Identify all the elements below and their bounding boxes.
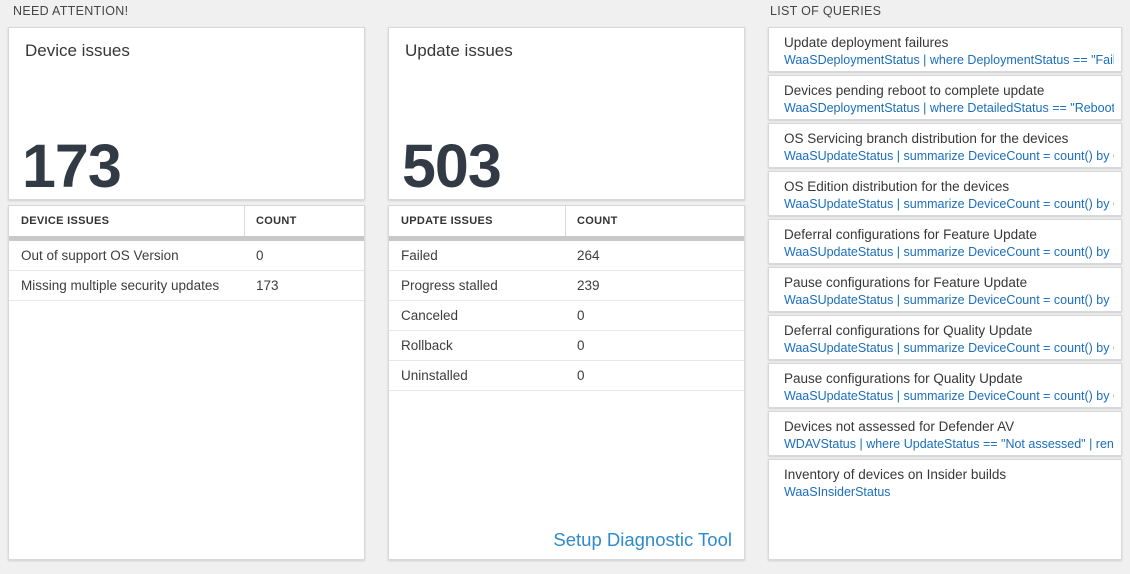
- query-text: WaaSUpdateStatus | summarize DeviceCount…: [784, 197, 1114, 211]
- row-count: 0: [577, 338, 585, 353]
- table-row[interactable]: Uninstalled 0: [389, 361, 744, 391]
- device-issues-tile[interactable]: Device issues 173: [8, 27, 365, 200]
- query-text: WaaSUpdateStatus | summarize DeviceCount…: [784, 245, 1114, 259]
- query-title: Devices pending reboot to complete updat…: [784, 83, 1045, 98]
- query-title: Update deployment failures: [784, 35, 949, 50]
- update-issues-count: 503: [402, 132, 502, 200]
- table-row[interactable]: Failed 264: [389, 241, 744, 271]
- row-label: Out of support OS Version: [21, 248, 179, 263]
- column-divider: [565, 206, 566, 236]
- query-title: OS Edition distribution for the devices: [784, 179, 1010, 194]
- query-title: Pause configurations for Quality Update: [784, 371, 1023, 386]
- setup-diagnostic-tool-link[interactable]: Setup Diagnostic Tool: [553, 529, 732, 550]
- query-text: WaaSUpdateStatus | summarize DeviceCount…: [784, 149, 1114, 163]
- query-item[interactable]: Devices not assessed for Defender AV WDA…: [768, 411, 1122, 456]
- table-header-bar: [389, 236, 744, 241]
- update-issues-title: Update issues: [405, 41, 513, 60]
- query-item[interactable]: Update deployment failures WaaSDeploymen…: [768, 27, 1122, 72]
- query-text: WaaSDeploymentStatus | where DeploymentS…: [784, 53, 1114, 67]
- query-title: OS Servicing branch distribution for the…: [784, 131, 1069, 146]
- update-issues-tile[interactable]: Update issues 503: [388, 27, 745, 200]
- query-item[interactable]: Pause configurations for Feature Update …: [768, 267, 1122, 312]
- device-table-header: DEVICE ISSUES COUNT: [9, 206, 364, 236]
- row-label: Canceled: [401, 308, 459, 323]
- device-issues-count: 173: [22, 132, 122, 200]
- update-table-header-count: COUNT: [577, 215, 618, 227]
- device-table-header-label: DEVICE ISSUES: [21, 215, 110, 227]
- device-table-header-count: COUNT: [256, 215, 297, 227]
- query-text: WaaSUpdateStatus | summarize DeviceCount…: [784, 341, 1114, 355]
- query-text: WaaSUpdateStatus | summarize DeviceCount…: [784, 293, 1114, 307]
- row-label: Uninstalled: [401, 368, 468, 383]
- column-divider: [244, 206, 245, 236]
- table-row[interactable]: Canceled 0: [389, 301, 744, 331]
- query-item[interactable]: OS Servicing branch distribution for the…: [768, 123, 1122, 168]
- update-table-header: UPDATE ISSUES COUNT: [389, 206, 744, 236]
- need-attention-header: NEED ATTENTION!: [13, 4, 129, 18]
- row-label: Progress stalled: [401, 278, 498, 293]
- device-issues-title: Device issues: [25, 41, 130, 60]
- row-label: Failed: [401, 248, 438, 263]
- query-title: Inventory of devices on Insider builds: [784, 467, 1007, 482]
- query-item[interactable]: Deferral configurations for Feature Upda…: [768, 219, 1122, 264]
- query-text: WaaSDeploymentStatus | where DetailedSta…: [784, 101, 1114, 115]
- table-row[interactable]: Progress stalled 239: [389, 271, 744, 301]
- query-title: Pause configurations for Feature Update: [784, 275, 1028, 290]
- update-issues-table: UPDATE ISSUES COUNT Failed 264 Progress …: [388, 205, 745, 560]
- table-row[interactable]: Missing multiple security updates 173: [9, 271, 364, 301]
- query-item[interactable]: Inventory of devices on Insider builds W…: [768, 459, 1122, 560]
- query-item[interactable]: Devices pending reboot to complete updat…: [768, 75, 1122, 120]
- table-row[interactable]: Rollback 0: [389, 331, 744, 361]
- table-row[interactable]: Out of support OS Version 0: [9, 241, 364, 271]
- row-count: 0: [256, 248, 264, 263]
- update-table-header-label: UPDATE ISSUES: [401, 215, 493, 227]
- row-count: 0: [577, 308, 585, 323]
- row-count: 239: [577, 278, 600, 293]
- row-label: Rollback: [401, 338, 453, 353]
- query-title: Devices not assessed for Defender AV: [784, 419, 1015, 434]
- row-label: Missing multiple security updates: [21, 278, 220, 293]
- row-count: 264: [577, 248, 600, 263]
- query-item[interactable]: OS Edition distribution for the devices …: [768, 171, 1122, 216]
- row-count: 0: [577, 368, 585, 383]
- query-text: WaaSUpdateStatus | summarize DeviceCount…: [784, 389, 1114, 403]
- query-item[interactable]: Pause configurations for Quality Update …: [768, 363, 1122, 408]
- device-issues-table: DEVICE ISSUES COUNT Out of support OS Ve…: [8, 205, 365, 560]
- query-title: Deferral configurations for Feature Upda…: [784, 227, 1037, 242]
- query-text: WDAVStatus | where UpdateStatus == "Not …: [784, 437, 1114, 451]
- query-item[interactable]: Deferral configurations for Quality Upda…: [768, 315, 1122, 360]
- table-header-bar: [9, 236, 364, 241]
- list-of-queries-header: LIST OF QUERIES: [770, 4, 882, 18]
- query-text: WaaSInsiderStatus: [784, 485, 891, 499]
- query-title: Deferral configurations for Quality Upda…: [784, 323, 1033, 338]
- row-count: 173: [256, 278, 279, 293]
